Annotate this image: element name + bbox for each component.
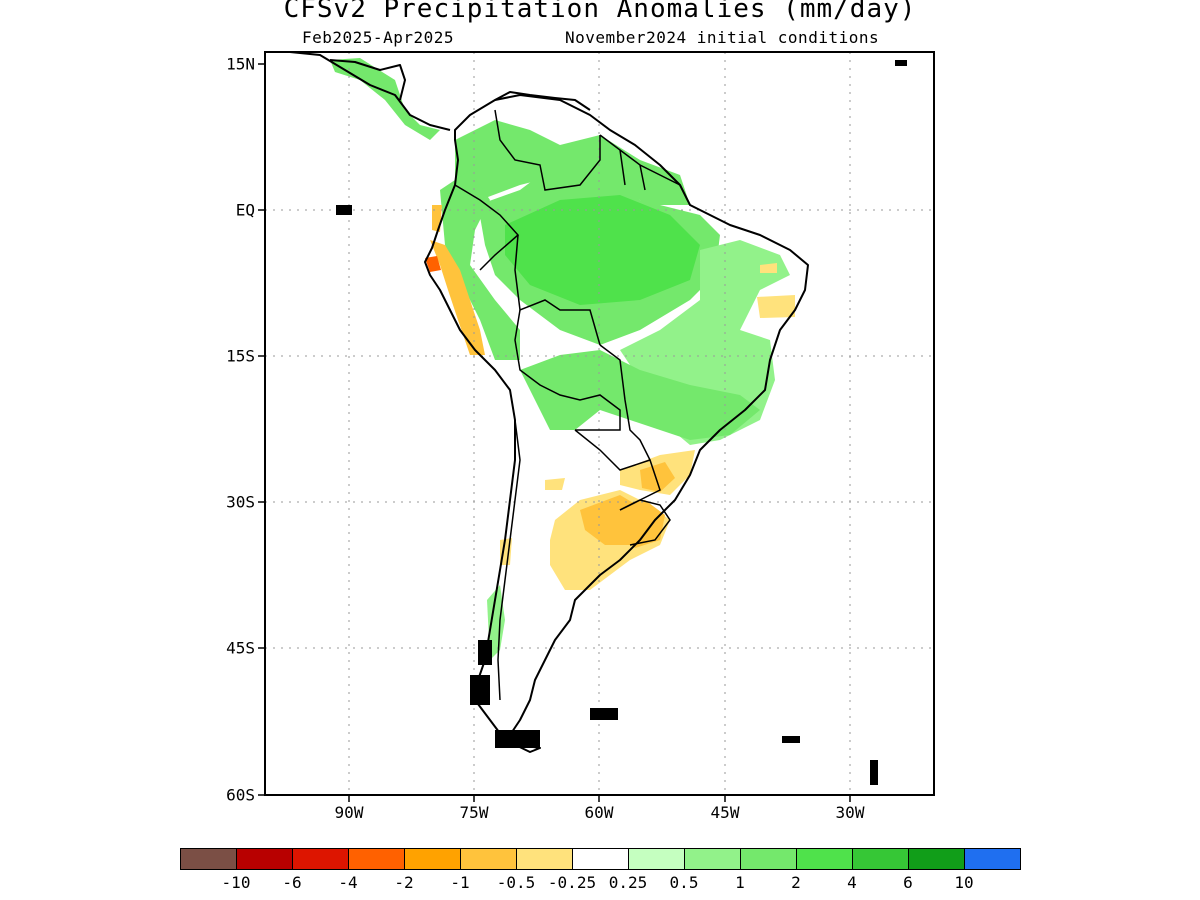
lon-label-30w: 30W [835, 803, 865, 822]
colorbar-swatch [292, 848, 349, 870]
colorbar-swatch [740, 848, 797, 870]
lat-label-eq: EQ [235, 200, 255, 220]
colorbar-label: 10 [954, 873, 974, 892]
lon-label-45w: 45W [710, 803, 740, 822]
colorbar-swatch [964, 848, 1021, 870]
border-guianas [599, 134, 681, 191]
central-america-coastline [289, 52, 451, 131]
colorbar-swatch [236, 848, 293, 870]
border-colombia-peru [454, 184, 520, 271]
anomaly-green-north [455, 120, 690, 205]
lat-label-30s: 30S [226, 492, 255, 512]
tick-marks [258, 63, 851, 802]
anomaly-green-andes [440, 170, 520, 360]
lat-label-60s: 60S [226, 785, 255, 805]
border-bolivia [514, 309, 621, 431]
anomaly-orange-northeast-brazil-2 [760, 263, 777, 273]
dry-anomaly-regions [425, 205, 795, 590]
colorbar-label: -0.5 [496, 873, 536, 892]
colorbar-swatch [628, 848, 685, 870]
colorbar-swatch [180, 848, 237, 870]
colorbar-label: 1 [735, 873, 745, 892]
anomaly-green-south-brazil [520, 350, 760, 440]
colorbar-swatch [908, 848, 965, 870]
colorbar-label: 0.25 [608, 873, 648, 892]
colorbar-label: -2 [394, 873, 414, 892]
anomaly-orange-uruguay [615, 500, 665, 548]
anomaly-redorange-peru [425, 256, 441, 272]
colorbar-label: 0.5 [669, 873, 699, 892]
subtitle-initial-conditions: November2024 initial conditions [565, 28, 880, 47]
anomaly-orange-south-brazil-core [640, 462, 675, 492]
colorbar-swatch [572, 848, 629, 870]
lon-label-60w: 60W [584, 803, 614, 822]
colorbar-label: -6 [282, 873, 302, 892]
south-america-coastline [424, 94, 809, 753]
border-brazil-paraguay [599, 344, 651, 461]
lat-label-15s: 15S [226, 346, 255, 366]
caribbean-coast [494, 91, 591, 111]
anomaly-orange-northeast-brazil [757, 295, 795, 318]
colorbar-swatch [460, 848, 517, 870]
colorbar-label: 2 [791, 873, 801, 892]
colorbar-label: -10 [221, 873, 251, 892]
colorbar-swatch [348, 848, 405, 870]
anomaly-green-core [505, 195, 700, 305]
border-argentina-chile [497, 419, 521, 701]
border-uruguay [619, 499, 671, 546]
border-colombia-venezuela [494, 109, 601, 191]
lat-label-45s: 45S [226, 638, 255, 658]
anomaly-orange-peru-coast [430, 240, 485, 355]
colorbar-label: -1 [450, 873, 470, 892]
colorbar-swatch [796, 848, 853, 870]
lat-label-15n: 15N [226, 54, 255, 74]
coastlines [289, 52, 809, 753]
subtitle-period: Feb2025-Apr2025 [302, 28, 454, 47]
chart-title: CFSv2 Precipitation Anomalies (mm/day) [283, 0, 917, 24]
lon-label-75w: 75W [459, 803, 489, 822]
country-borders [454, 109, 681, 701]
colorbar-label: -0.25 [547, 873, 597, 892]
anomaly-orange-argentina-small [545, 478, 565, 490]
anomaly-orange-ecuador [432, 205, 442, 232]
colorbar-swatch [516, 848, 573, 870]
colorbar-swatch [404, 848, 461, 870]
colorbar-swatch [684, 848, 741, 870]
lon-label-90w: 90W [334, 803, 364, 822]
colorbar-label: -4 [338, 873, 358, 892]
colorbar-label: 4 [847, 873, 857, 892]
islands [336, 60, 907, 785]
colorbar-label: 6 [903, 873, 913, 892]
border-brazil-peru [514, 234, 601, 346]
colorbar-swatch [852, 848, 909, 870]
